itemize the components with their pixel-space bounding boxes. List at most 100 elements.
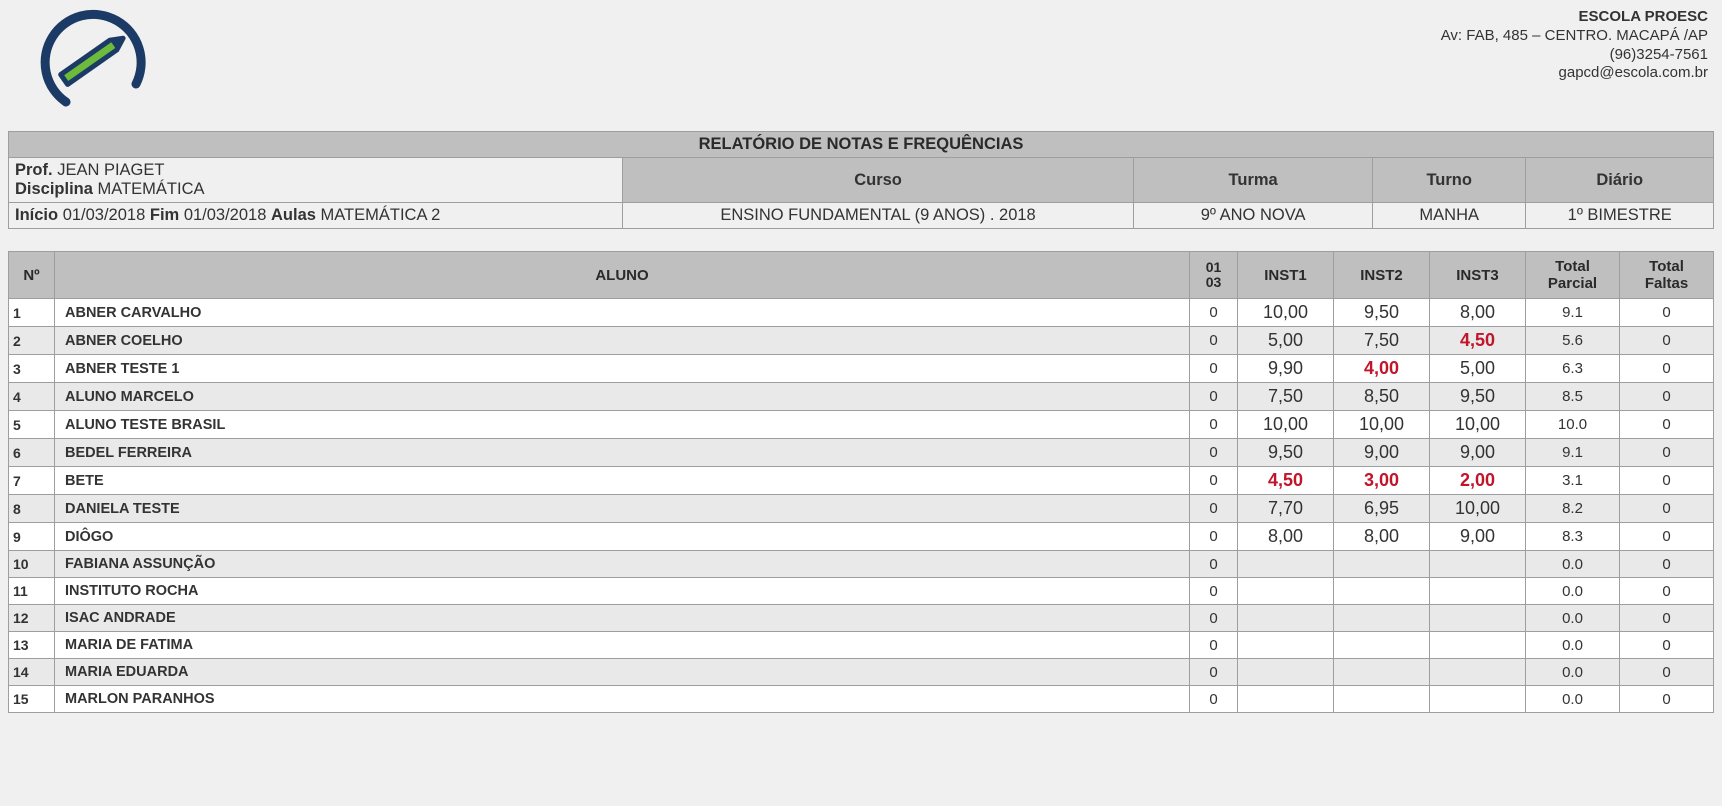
row-number: 1 [9, 299, 55, 327]
grade-cell: 9,90 [1238, 355, 1334, 383]
label-inicio: Início [15, 206, 58, 224]
total-faltas: 0 [1620, 659, 1714, 686]
row-number: 3 [9, 355, 55, 383]
total-faltas: 0 [1620, 327, 1714, 355]
attendance-cell: 0 [1190, 411, 1238, 439]
grade-cell [1334, 659, 1430, 686]
grade-cell [1430, 686, 1526, 713]
student-name: ISAC ANDRADE [55, 605, 1190, 632]
student-name: ALUNO TESTE BRASIL [55, 411, 1190, 439]
table-row: 2ABNER COELHO05,007,504,505.60 [9, 327, 1714, 355]
table-row: 7BETE04,503,002,003.10 [9, 467, 1714, 495]
grade-cell: 6,95 [1334, 495, 1430, 523]
total-faltas: 0 [1620, 355, 1714, 383]
attendance-cell: 0 [1190, 355, 1238, 383]
total-faltas: 0 [1620, 439, 1714, 467]
grade-cell [1238, 632, 1334, 659]
grade-cell: 9,00 [1430, 439, 1526, 467]
school-email: gapcd@escola.com.br [1441, 64, 1708, 83]
grade-cell: 10,00 [1238, 411, 1334, 439]
table-row: 6BEDEL FERREIRA09,509,009,009.10 [9, 439, 1714, 467]
attendance-cell: 0 [1190, 467, 1238, 495]
total-faltas: 0 [1620, 411, 1714, 439]
row-number: 8 [9, 495, 55, 523]
report-header: ESCOLA PROESC Av: FAB, 485 – CENTRO. MAC… [8, 8, 1714, 117]
grade-cell: 5,00 [1430, 355, 1526, 383]
attendance-cell: 0 [1190, 659, 1238, 686]
value-turma: 9º ANO NOVA [1134, 203, 1373, 229]
grade-cell: 8,50 [1334, 383, 1430, 411]
attendance-cell: 0 [1190, 439, 1238, 467]
report-meta-table: RELATÓRIO DE NOTAS E FREQUÊNCIAS Prof. J… [8, 131, 1714, 229]
label-fim: Fim [150, 206, 179, 224]
value-aulas: MATEMÁTICA 2 [321, 206, 441, 224]
total-parcial: 8.5 [1526, 383, 1620, 411]
grade-cell: 10,00 [1334, 411, 1430, 439]
grade-cell: 9,00 [1430, 523, 1526, 551]
grade-cell [1334, 578, 1430, 605]
col-date: 01 03 [1190, 252, 1238, 299]
grade-cell: 9,00 [1334, 439, 1430, 467]
total-parcial: 5.6 [1526, 327, 1620, 355]
grade-cell: 7,50 [1238, 383, 1334, 411]
total-faltas: 0 [1620, 686, 1714, 713]
table-row: 12ISAC ANDRADE00.00 [9, 605, 1714, 632]
student-name: BETE [55, 467, 1190, 495]
student-name: MARIA DE FATIMA [55, 632, 1190, 659]
grade-cell [1334, 686, 1430, 713]
student-name: ABNER TESTE 1 [55, 355, 1190, 383]
value-fim: 01/03/2018 [184, 206, 267, 224]
grade-cell [1430, 632, 1526, 659]
row-number: 9 [9, 523, 55, 551]
table-row: 14MARIA EDUARDA00.00 [9, 659, 1714, 686]
label-prof: Prof. [15, 161, 53, 179]
student-name: INSTITUTO ROCHA [55, 578, 1190, 605]
value-curso: ENSINO FUNDAMENTAL (9 ANOS) . 2018 [622, 203, 1134, 229]
row-number: 4 [9, 383, 55, 411]
total-faltas: 0 [1620, 578, 1714, 605]
grade-cell [1430, 551, 1526, 578]
row-number: 5 [9, 411, 55, 439]
value-diario: 1º BIMESTRE [1526, 203, 1714, 229]
grade-cell [1238, 551, 1334, 578]
grade-cell [1430, 578, 1526, 605]
grade-cell: 4,50 [1430, 327, 1526, 355]
attendance-cell: 0 [1190, 578, 1238, 605]
attendance-cell: 0 [1190, 327, 1238, 355]
table-row: 10FABIANA ASSUNÇÃO00.00 [9, 551, 1714, 578]
table-row: 8DANIELA TESTE07,706,9510,008.20 [9, 495, 1714, 523]
label-aulas: Aulas [271, 206, 316, 224]
grades-header-row: Nº ALUNO 01 03 INST1 INST2 INST3 Total P… [9, 252, 1714, 299]
header-turma: Turma [1134, 158, 1373, 203]
total-parcial: 8.2 [1526, 495, 1620, 523]
student-name: MARLON PARANHOS [55, 686, 1190, 713]
school-phone: (96)3254-7561 [1441, 46, 1708, 65]
grade-cell [1430, 659, 1526, 686]
grade-cell: 9,50 [1238, 439, 1334, 467]
total-parcial: 0.0 [1526, 632, 1620, 659]
grade-cell: 8,00 [1334, 523, 1430, 551]
grade-cell [1238, 605, 1334, 632]
col-inst3: INST3 [1430, 252, 1526, 299]
table-row: 13MARIA DE FATIMA00.00 [9, 632, 1714, 659]
school-address: Av: FAB, 485 – CENTRO. MACAPÁ /AP [1441, 27, 1708, 46]
grade-cell: 10,00 [1430, 495, 1526, 523]
grade-cell: 10,00 [1430, 411, 1526, 439]
total-parcial: 0.0 [1526, 605, 1620, 632]
row-number: 2 [9, 327, 55, 355]
value-turno: MANHA [1372, 203, 1525, 229]
label-disciplina: Disciplina [15, 180, 93, 198]
row-number: 11 [9, 578, 55, 605]
table-row: 1ABNER CARVALHO010,009,508,009.10 [9, 299, 1714, 327]
value-disciplina: MATEMÁTICA [98, 180, 205, 198]
grade-cell: 7,70 [1238, 495, 1334, 523]
attendance-cell: 0 [1190, 686, 1238, 713]
total-parcial: 6.3 [1526, 355, 1620, 383]
total-parcial: 10.0 [1526, 411, 1620, 439]
student-name: DIÔGO [55, 523, 1190, 551]
grade-cell: 7,50 [1334, 327, 1430, 355]
grade-cell: 4,00 [1334, 355, 1430, 383]
header-diario: Diário [1526, 158, 1714, 203]
grade-cell [1238, 578, 1334, 605]
student-name: ABNER COELHO [55, 327, 1190, 355]
